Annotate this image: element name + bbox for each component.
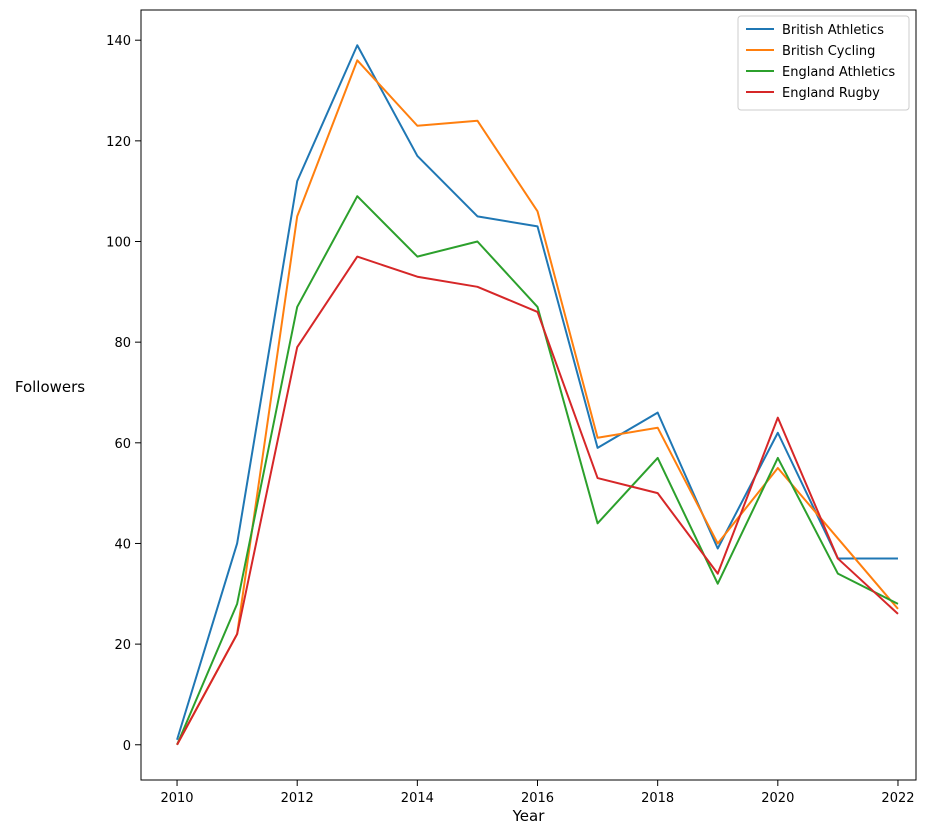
y-tick-label: 40 — [114, 537, 131, 552]
series-line-1 — [176, 59, 899, 746]
x-tick-label: 2022 — [881, 791, 914, 806]
x-tick-label: 2016 — [521, 791, 554, 806]
y-tick-label: 140 — [106, 34, 131, 49]
x-tick-label: 2010 — [160, 791, 193, 806]
series-layer — [176, 44, 899, 746]
y-tick-label: 100 — [106, 236, 131, 251]
legend: British Athletics British Cycling England … — [737, 15, 910, 111]
ticks-layer: 2010 2012 2014 2016 2018 2020 2022 0 20 40 60 80 100… — [106, 34, 914, 806]
x-tick-label: 2018 — [641, 791, 674, 806]
legend-label: British Cycling — [782, 44, 875, 59]
legend-label: England Rugby — [782, 86, 880, 101]
x-tick-label: 2014 — [401, 791, 434, 806]
series-line-0 — [176, 44, 898, 741]
plot-area — [140, 9, 917, 781]
series-line-2 — [176, 195, 899, 746]
legend-box — [737, 15, 910, 111]
x-axis-label: Year — [512, 807, 546, 825]
legend-label: British Athletics — [782, 23, 884, 38]
y-tick-label: 0 — [123, 739, 131, 754]
y-tick-label: 60 — [114, 437, 131, 452]
y-tick-label: 20 — [114, 638, 131, 653]
y-tick-label: 80 — [114, 336, 131, 351]
series-line-3 — [176, 255, 899, 746]
legend-label: England Athletics — [782, 65, 895, 80]
y-tick-label: 120 — [106, 135, 131, 150]
x-tick-label: 2012 — [281, 791, 314, 806]
y-axis-label: Followers — [15, 378, 85, 396]
x-tick-label: 2020 — [761, 791, 794, 806]
